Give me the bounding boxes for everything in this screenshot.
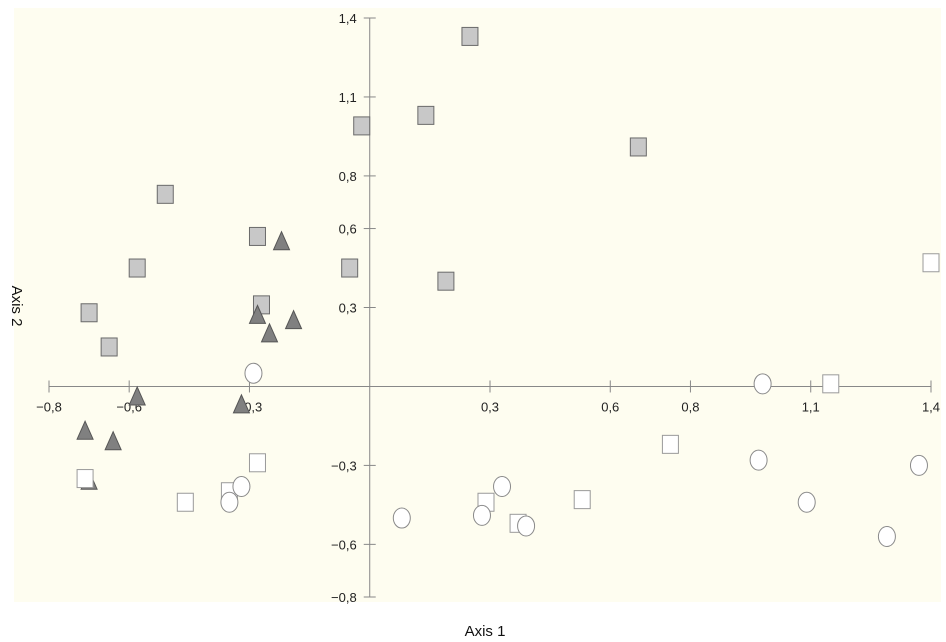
open-circle-point <box>392 507 411 529</box>
y-tick-label: 0,8 <box>339 169 357 184</box>
open-circle-point <box>753 373 772 395</box>
x-tick-label: 1,4 <box>922 399 940 414</box>
gray-square-point <box>417 105 435 125</box>
gray-square-point <box>629 137 647 157</box>
open-circle-point <box>220 491 239 513</box>
open-circle-point <box>909 454 928 476</box>
triangle-point <box>232 393 251 414</box>
y-tick-label: 1,1 <box>339 90 357 105</box>
open-circle-point <box>877 525 896 547</box>
gray-square-point <box>100 337 118 357</box>
gray-square-point <box>128 258 146 278</box>
gray-square-point <box>80 303 98 323</box>
x-tick-label: 0,3 <box>481 399 499 414</box>
x-tick-label: 0,6 <box>601 399 619 414</box>
gray-square-point <box>341 258 359 278</box>
gray-square-point <box>437 271 455 291</box>
y-axis-title: Axis 2 <box>8 286 25 327</box>
open-circle-point <box>493 475 512 497</box>
open-circle-point <box>797 491 816 513</box>
open-square-point <box>661 434 679 454</box>
triangle-point <box>272 230 291 251</box>
triangle-point <box>248 304 267 324</box>
gray-square-point <box>248 226 266 246</box>
open-square-point <box>176 492 194 512</box>
triangle-point <box>104 430 122 451</box>
x-axis-title: Axis 1 <box>465 623 506 640</box>
open-circle-point <box>472 504 491 526</box>
y-tick-label: 1,4 <box>339 11 357 26</box>
x-tick-label: 1,1 <box>802 399 820 414</box>
x-tick-label: 0,8 <box>681 399 699 414</box>
open-circle-point <box>244 362 263 384</box>
triangle-point <box>260 322 279 343</box>
y-axis-ticks: −0,8 −0,6 −0,3 0,3 0,6 0,8 1,1 1,4 <box>331 11 376 605</box>
gray-square-point <box>461 26 479 46</box>
y-tick-label: −0,6 <box>331 537 357 552</box>
open-square-point <box>76 469 94 489</box>
triangle-point <box>76 419 94 440</box>
y-tick-label: −0,8 <box>331 590 357 605</box>
y-tick-label: 0,3 <box>339 301 357 316</box>
gray-square-point <box>156 184 174 204</box>
y-tick-label: −0,3 <box>331 458 357 473</box>
triangle-point <box>128 385 146 406</box>
triangle-point <box>284 309 303 330</box>
gray-square-point <box>353 116 371 136</box>
open-square-point <box>922 253 940 273</box>
open-square-point <box>573 490 591 510</box>
x-tick-label: −0,8 <box>36 399 62 414</box>
y-tick-label: 0,6 <box>339 222 357 237</box>
open-square-point <box>248 453 266 473</box>
open-circle-point <box>749 449 768 471</box>
open-circle-point <box>517 515 536 537</box>
open-circle-point <box>232 475 251 497</box>
open-square-point <box>822 374 840 394</box>
data-points <box>76 26 940 547</box>
